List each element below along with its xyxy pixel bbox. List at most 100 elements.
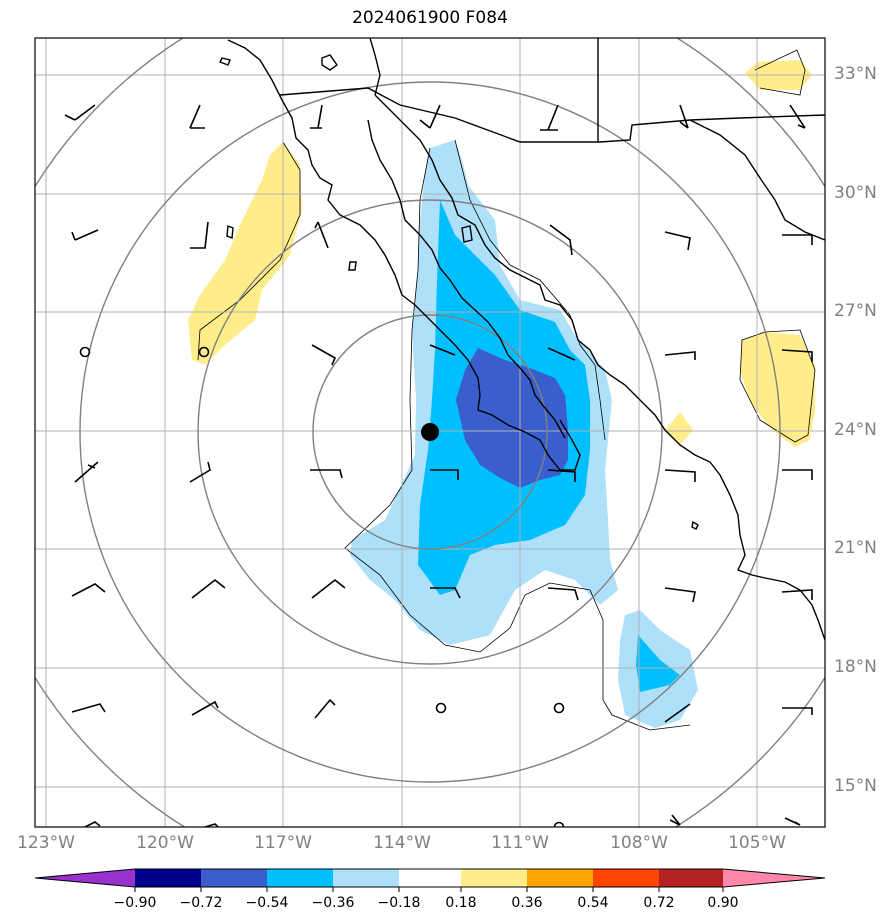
- lat-label: 27°N: [834, 301, 877, 321]
- lon-label: 108°W: [610, 833, 668, 853]
- coastlines: [219, 38, 825, 641]
- calm-circle: [79, 346, 91, 358]
- calm-markers: [79, 346, 565, 827]
- colorbar-segment: [593, 869, 659, 887]
- wind-barb: [781, 589, 813, 600]
- wind-barb: [664, 703, 691, 723]
- colorbar-tick-label: −0.18: [377, 895, 421, 911]
- colorbar-extend-left: [35, 869, 135, 887]
- range-rings: [35, 38, 825, 827]
- calm-circle: [553, 702, 565, 714]
- wind-barb: [789, 104, 806, 129]
- wind-barb: [311, 578, 346, 599]
- wind-barb: [782, 469, 813, 480]
- colorbar-segment: [461, 869, 527, 887]
- mid-blue-region-south: [636, 635, 680, 692]
- us-mexico-border: [279, 87, 825, 143]
- lon-label: 114°W: [373, 833, 431, 853]
- sierra-madre-line: [689, 119, 825, 241]
- wind-barb: [64, 104, 96, 121]
- lon-label: 123°W: [17, 833, 75, 853]
- wind-barb: [189, 104, 205, 129]
- wind-barb: [314, 221, 329, 249]
- mainland-coast: [374, 94, 825, 641]
- wind-barb: [84, 821, 101, 827]
- colorbar-segment: [201, 869, 267, 887]
- wind-barb: [430, 469, 459, 480]
- calm-circle: [553, 821, 565, 827]
- lon-label: 105°W: [728, 833, 786, 853]
- wind-barb: [314, 698, 336, 719]
- map-frame: [34, 37, 826, 828]
- wind-barbs: [64, 104, 813, 827]
- colorbar-segment: [659, 869, 723, 887]
- wind-barb: [71, 703, 106, 713]
- wind-barb: [310, 469, 343, 479]
- lon-label: 111°W: [491, 833, 549, 853]
- wind-barb: [669, 814, 681, 826]
- lat-label: 30°N: [834, 183, 877, 203]
- lat-label: 18°N: [834, 657, 877, 677]
- lon-label: 117°W: [254, 833, 312, 853]
- colorbar-tick-label: −0.90: [113, 895, 157, 911]
- wind-barb: [191, 578, 226, 599]
- wind-barb: [782, 707, 813, 715]
- wind-barb: [664, 231, 691, 251]
- plot-title: 2024061900 F084: [352, 8, 508, 28]
- wind-barb: [419, 104, 441, 129]
- colorbar-tick-label: 0.36: [511, 895, 543, 911]
- colorbar-tick-label: −0.54: [245, 895, 289, 911]
- colorbar: [34, 868, 826, 892]
- gridlines: [35, 38, 825, 827]
- wind-barb: [191, 700, 219, 716]
- lat-label: 15°N: [834, 776, 877, 796]
- calm-circle: [435, 702, 447, 714]
- california-coast: [227, 39, 581, 471]
- wind-barb: [540, 104, 559, 131]
- colorbar-tick-label: −0.36: [311, 895, 355, 911]
- wind-barb: [664, 351, 696, 360]
- colorbar-segment: [527, 869, 593, 887]
- california-inland-line: [369, 38, 381, 96]
- colorbar-tick-label: 0.18: [445, 895, 477, 911]
- colorbar-extend-right: [723, 869, 825, 887]
- yellow-region-west: [188, 142, 302, 365]
- storm-center-marker: [421, 423, 439, 441]
- wind-barb: [679, 104, 689, 129]
- dark-blue-region: [456, 348, 568, 488]
- wind-barb: [74, 461, 99, 483]
- wind-barb: [189, 461, 211, 483]
- colorbar-segment: [399, 869, 461, 887]
- wind-barb: [71, 583, 106, 597]
- colorbar-tick-label: 0.72: [643, 895, 675, 911]
- contour-lines: [197, 49, 816, 731]
- wind-barb: [204, 823, 219, 827]
- wind-barb: [664, 469, 696, 482]
- calm-circle: [198, 346, 210, 358]
- wind-barb: [311, 344, 337, 366]
- lat-label: 24°N: [834, 420, 877, 440]
- lat-label: 33°N: [834, 64, 877, 84]
- colorbar-segment: [267, 869, 333, 887]
- map-panel: [35, 38, 825, 827]
- colorbar-tick-label: 0.54: [577, 895, 609, 911]
- gulf-west-shore: [367, 119, 566, 439]
- colorbar-segment: [333, 869, 399, 887]
- colorbar-tick-label: −0.72: [179, 895, 223, 911]
- wind-barb: [429, 344, 456, 356]
- wind-barb: [547, 587, 579, 601]
- wind-barb: [784, 817, 801, 826]
- wind-barb: [549, 224, 573, 256]
- wind-barb: [781, 349, 813, 362]
- wind-barb: [664, 587, 696, 603]
- wind-barb: [547, 347, 576, 361]
- wind-barb: [782, 234, 813, 245]
- colorbar-tick-label: 0.90: [707, 895, 739, 911]
- colorbar-segment: [135, 869, 201, 887]
- wind-barb: [547, 469, 576, 482]
- wind-barb: [71, 229, 99, 241]
- lat-label: 21°N: [834, 538, 877, 558]
- wind-barb: [190, 221, 209, 249]
- lon-label: 120°W: [136, 833, 194, 853]
